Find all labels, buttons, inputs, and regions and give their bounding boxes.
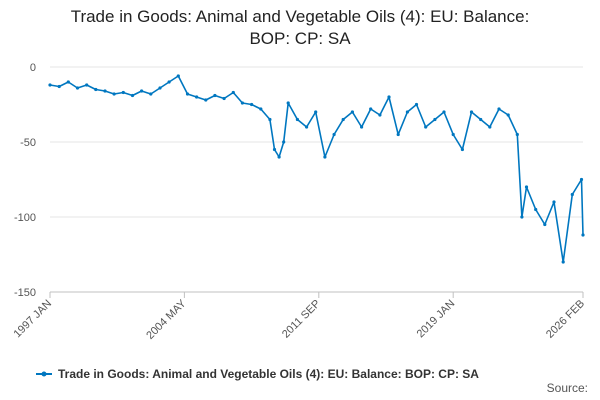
- data-point: [424, 125, 428, 129]
- data-point: [213, 93, 217, 98]
- series-line-0: [49, 75, 584, 263]
- data-point: [332, 132, 336, 137]
- data-point: [250, 102, 254, 107]
- data-point: [581, 233, 585, 237]
- data-point: [112, 92, 116, 96]
- data-point: [369, 107, 373, 111]
- legend-label[interactable]: Trade in Goods: Animal and Vegetable Oil…: [58, 367, 479, 381]
- x-tick-label-0: 1997 JAN: [11, 298, 54, 341]
- data-point: [268, 117, 272, 122]
- data-point: [570, 192, 574, 197]
- y-axis-ticks: 0 -50 -100 -150: [14, 62, 36, 299]
- data-point: [515, 132, 519, 137]
- data-point: [176, 74, 180, 78]
- data-point: [360, 125, 364, 129]
- data-point: [405, 110, 409, 114]
- data-point: [48, 83, 52, 87]
- legend-marker: [41, 371, 47, 377]
- data-point: [314, 110, 318, 114]
- y-tick-label-2: -100: [14, 212, 36, 224]
- data-point: [433, 117, 437, 122]
- chart-title-line-2: BOP: CP: SA: [249, 29, 351, 48]
- data-point: [341, 117, 345, 122]
- data-point: [378, 113, 382, 117]
- data-point: [259, 107, 263, 111]
- data-point: [295, 117, 299, 122]
- x-tick-label-3: 2019 JAN: [415, 298, 458, 341]
- data-point: [121, 90, 125, 95]
- data-point: [520, 215, 524, 219]
- source-label: Source:: [546, 381, 588, 395]
- y-tick-label-3: -150: [14, 287, 36, 299]
- data-point: [543, 222, 547, 227]
- chart-title: Trade in Goods: Animal and Vegetable Oil…: [0, 6, 600, 50]
- data-point: [158, 86, 162, 90]
- data-point: [579, 177, 584, 182]
- data-point: [277, 155, 281, 159]
- data-point: [497, 107, 501, 111]
- data-point: [414, 102, 419, 107]
- data-point: [195, 95, 199, 99]
- grid-lines: [50, 66, 583, 293]
- data-point: [231, 90, 235, 95]
- data-point: [460, 147, 464, 152]
- data-point: [305, 125, 309, 129]
- data-point: [442, 110, 446, 114]
- x-tick-label-4: 2026 FEB: [544, 298, 587, 341]
- data-point: [451, 132, 455, 137]
- data-point: [488, 125, 492, 129]
- data-point: [130, 93, 135, 98]
- data-point: [506, 113, 510, 117]
- data-point: [57, 84, 61, 89]
- data-point: [350, 110, 354, 114]
- series-group: [48, 74, 585, 264]
- data-point: [387, 95, 391, 99]
- data-point: [396, 132, 400, 137]
- y-tick-label-1: -50: [20, 137, 36, 149]
- data-point: [282, 140, 286, 144]
- data-point: [222, 96, 226, 101]
- data-point: [185, 92, 190, 96]
- data-point: [240, 101, 244, 105]
- data-point: [469, 110, 474, 114]
- data-point: [204, 98, 208, 102]
- data-point: [85, 83, 89, 87]
- data-point: [167, 80, 171, 84]
- data-point: [272, 147, 277, 152]
- x-tick-label-1: 2004 MAY: [144, 297, 189, 342]
- data-point: [286, 101, 290, 105]
- data-point: [534, 207, 538, 212]
- legend: Trade in Goods: Animal and Vegetable Oil…: [36, 367, 479, 381]
- data-point: [552, 200, 556, 204]
- chart-title-line-1: Trade in Goods: Animal and Vegetable Oil…: [70, 7, 530, 26]
- data-point: [103, 89, 107, 93]
- data-point: [140, 89, 144, 93]
- data-point: [524, 185, 529, 189]
- x-axis-ticks: 1997 JAN 2004 MAY 2011 SEP 2019 JAN 2026 FEB: [11, 292, 587, 342]
- data-point: [561, 260, 565, 264]
- data-point: [94, 87, 98, 92]
- x-tick-label-2: 2011 SEP: [280, 298, 323, 341]
- data-point: [149, 92, 153, 96]
- data-point: [479, 117, 483, 122]
- data-point: [66, 80, 70, 84]
- data-point: [75, 86, 80, 90]
- y-tick-label-0: 0: [30, 62, 36, 74]
- data-point: [323, 155, 327, 159]
